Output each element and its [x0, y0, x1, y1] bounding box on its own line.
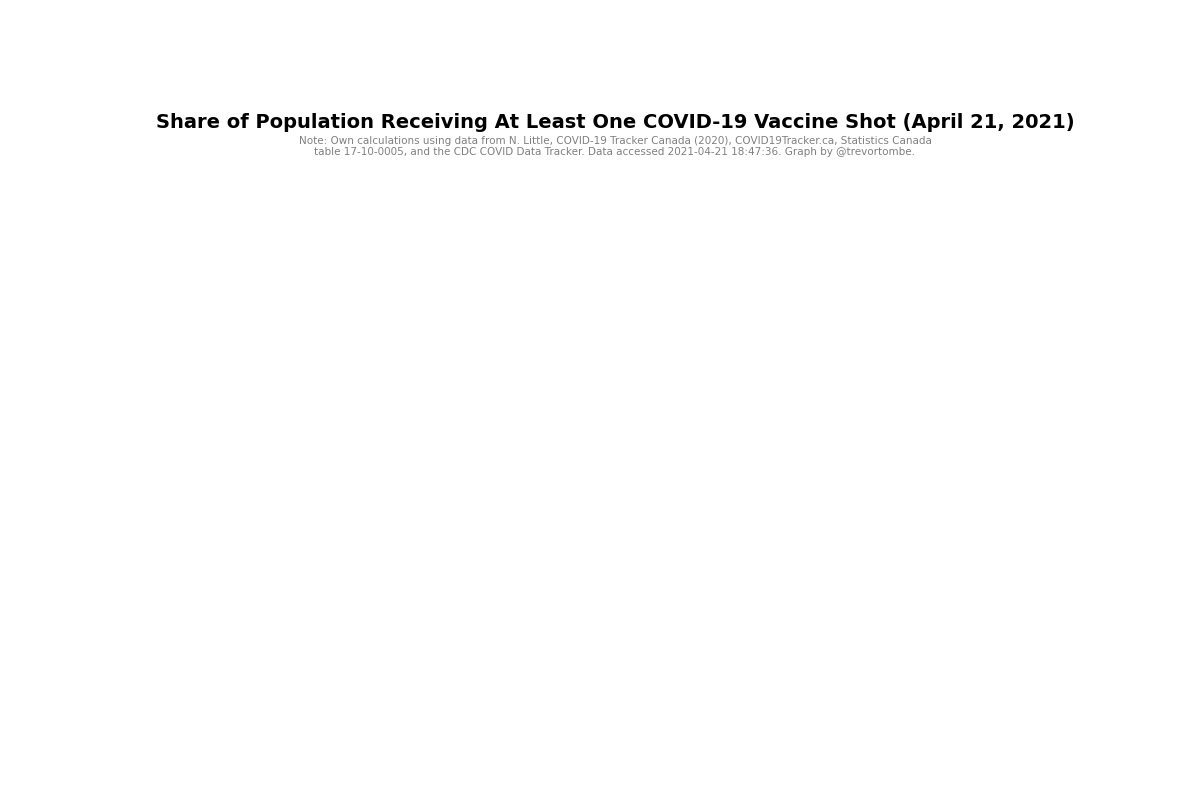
Text: Note: Own calculations using data from N. Little, COVID-19 Tracker Canada (2020): Note: Own calculations using data from N…	[299, 136, 931, 157]
Text: Share of Population Receiving At Least One COVID-19 Vaccine Shot (April 21, 2021: Share of Population Receiving At Least O…	[156, 113, 1074, 131]
